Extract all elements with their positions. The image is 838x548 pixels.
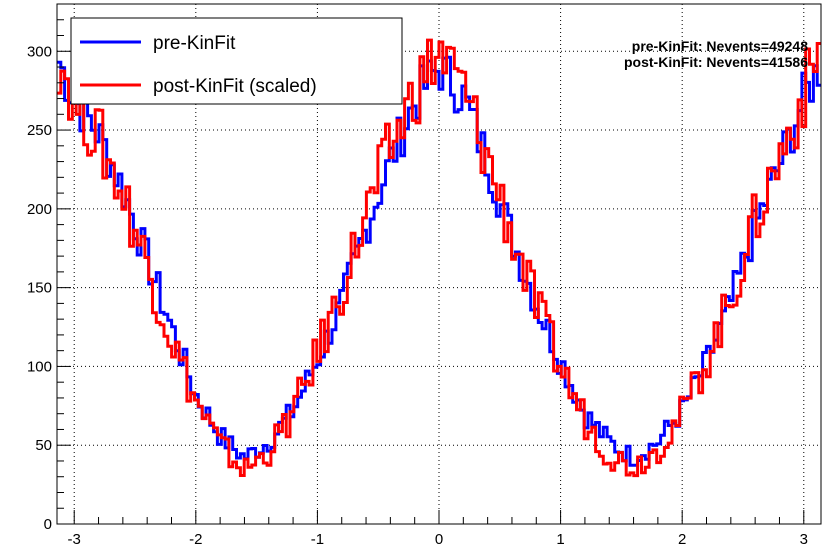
x-tick-label: -3 [68,531,81,548]
axes: 0 50 100 150 200 250 300 -3 -2 -1 0 1 2 3 [27,19,808,548]
grid [57,4,821,524]
stat-post-nevents: post-KinFit: Nevents=41586 [624,54,808,70]
legend-box [70,17,403,105]
data-series [57,38,821,478]
x-tick-label: -2 [189,531,202,548]
legend-label-pre: pre-KinFit [153,33,236,54]
stat-pre-nevents: pre-KinFit: Nevents=49248 [632,38,808,54]
x-tick-label: 2 [678,531,686,548]
legend-label-post: post-KinFit (scaled) [153,76,317,97]
y-tick-label: 150 [27,280,52,297]
y-tick-label: 0 [44,516,52,533]
x-tick-label: 3 [800,531,808,548]
x-tick-label: 0 [435,531,443,548]
x-tick-label: -1 [311,531,324,548]
y-tick-label: 300 [27,43,52,60]
series-line-post [57,38,821,478]
y-tick-label: 250 [27,122,52,139]
x-tick-label: 1 [556,531,564,548]
y-tick-label: 100 [27,358,52,375]
legend: pre-KinFit post-KinFit (scaled) [70,17,403,105]
y-tick-label: 50 [35,437,52,454]
y-tick-label: 200 [27,201,52,218]
series-line-pre [57,55,821,467]
